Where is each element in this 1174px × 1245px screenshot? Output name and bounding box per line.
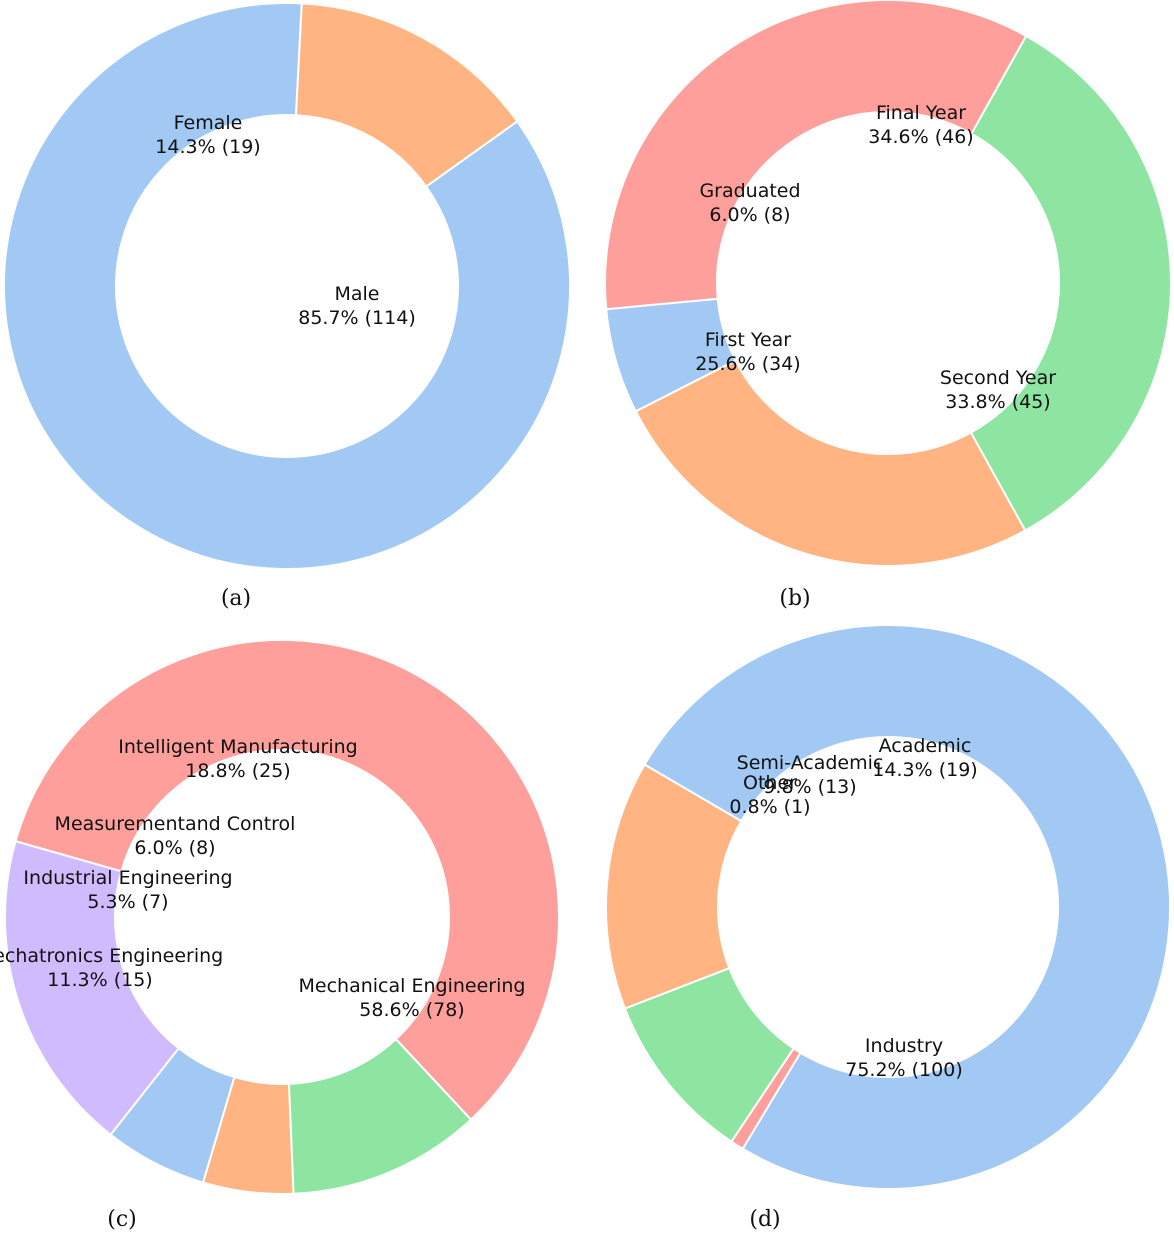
panel-caption: (b)	[779, 586, 810, 611]
slice-value-other: 0.8% (1)	[729, 796, 810, 818]
slice-value-intelligent-manufacturing: 18.8% (25)	[185, 760, 290, 782]
slice-value-measurementand-control: 6.0% (8)	[134, 837, 215, 859]
slice-industry	[643, 624, 1171, 1190]
slice-value-male: 85.7% (114)	[298, 307, 416, 329]
slice-label-measurementand-control: Measurementand Control	[55, 813, 296, 835]
slice-male	[3, 2, 571, 570]
slice-value-first-year: 25.6% (34)	[695, 353, 800, 375]
slice-label-mechanical-engineering: Mechanical Engineering	[299, 975, 526, 997]
slice-value-industry: 75.2% (100)	[845, 1059, 963, 1081]
slice-mechanical-engineering	[14, 638, 560, 1121]
slice-female	[294, 2, 519, 188]
slice-label-first-year: First Year	[705, 329, 791, 351]
panel-caption: (a)	[221, 586, 251, 611]
slice-label-second-year: Second Year	[940, 367, 1056, 389]
slice-label-male: Male	[334, 283, 379, 305]
slice-value-final-year: 34.6% (46)	[868, 126, 973, 148]
slice-value-second-year: 33.8% (45)	[945, 391, 1050, 413]
slice-second-year	[969, 34, 1172, 532]
slice-value-graduated: 6.0% (8)	[709, 204, 790, 226]
slice-first-year	[634, 359, 1027, 567]
slice-other	[730, 1047, 802, 1151]
slice-value-semi-academic: 9.8% (13)	[763, 776, 856, 798]
slice-label-intelligent-manufacturing: Intelligent Manufacturing	[118, 736, 358, 758]
slice-label-industrial-engineering: Industrial Engineering	[23, 867, 232, 889]
slice-value-mechatronics-engineering: 11.3% (15)	[47, 969, 152, 991]
panel-caption: (c)	[107, 1207, 137, 1232]
slice-intelligent-manufacturing	[4, 840, 181, 1137]
slice-value-academic: 14.3% (19)	[872, 759, 977, 781]
slice-label-semi-academic: Semi-Academic	[737, 752, 884, 774]
slice-value-female: 14.3% (19)	[155, 136, 260, 158]
slice-label-final-year: Final Year	[876, 102, 966, 124]
slice-label-industry: Industry	[865, 1035, 943, 1057]
slice-label-other: Other	[743, 772, 797, 794]
panel-caption: (d)	[749, 1207, 780, 1232]
slice-value-industrial-engineering: 5.3% (7)	[87, 891, 168, 913]
slice-mechatronics-engineering	[287, 1037, 473, 1195]
slice-label-female: Female	[174, 112, 243, 134]
slice-label-mechatronics-engineering: Mechatronics Engineering	[0, 945, 223, 967]
slice-value-mechanical-engineering: 58.6% (78)	[359, 999, 464, 1021]
slice-label-graduated: Graduated	[699, 180, 800, 202]
slice-label-academic: Academic	[879, 735, 972, 757]
slice-final-year	[604, 0, 1028, 311]
